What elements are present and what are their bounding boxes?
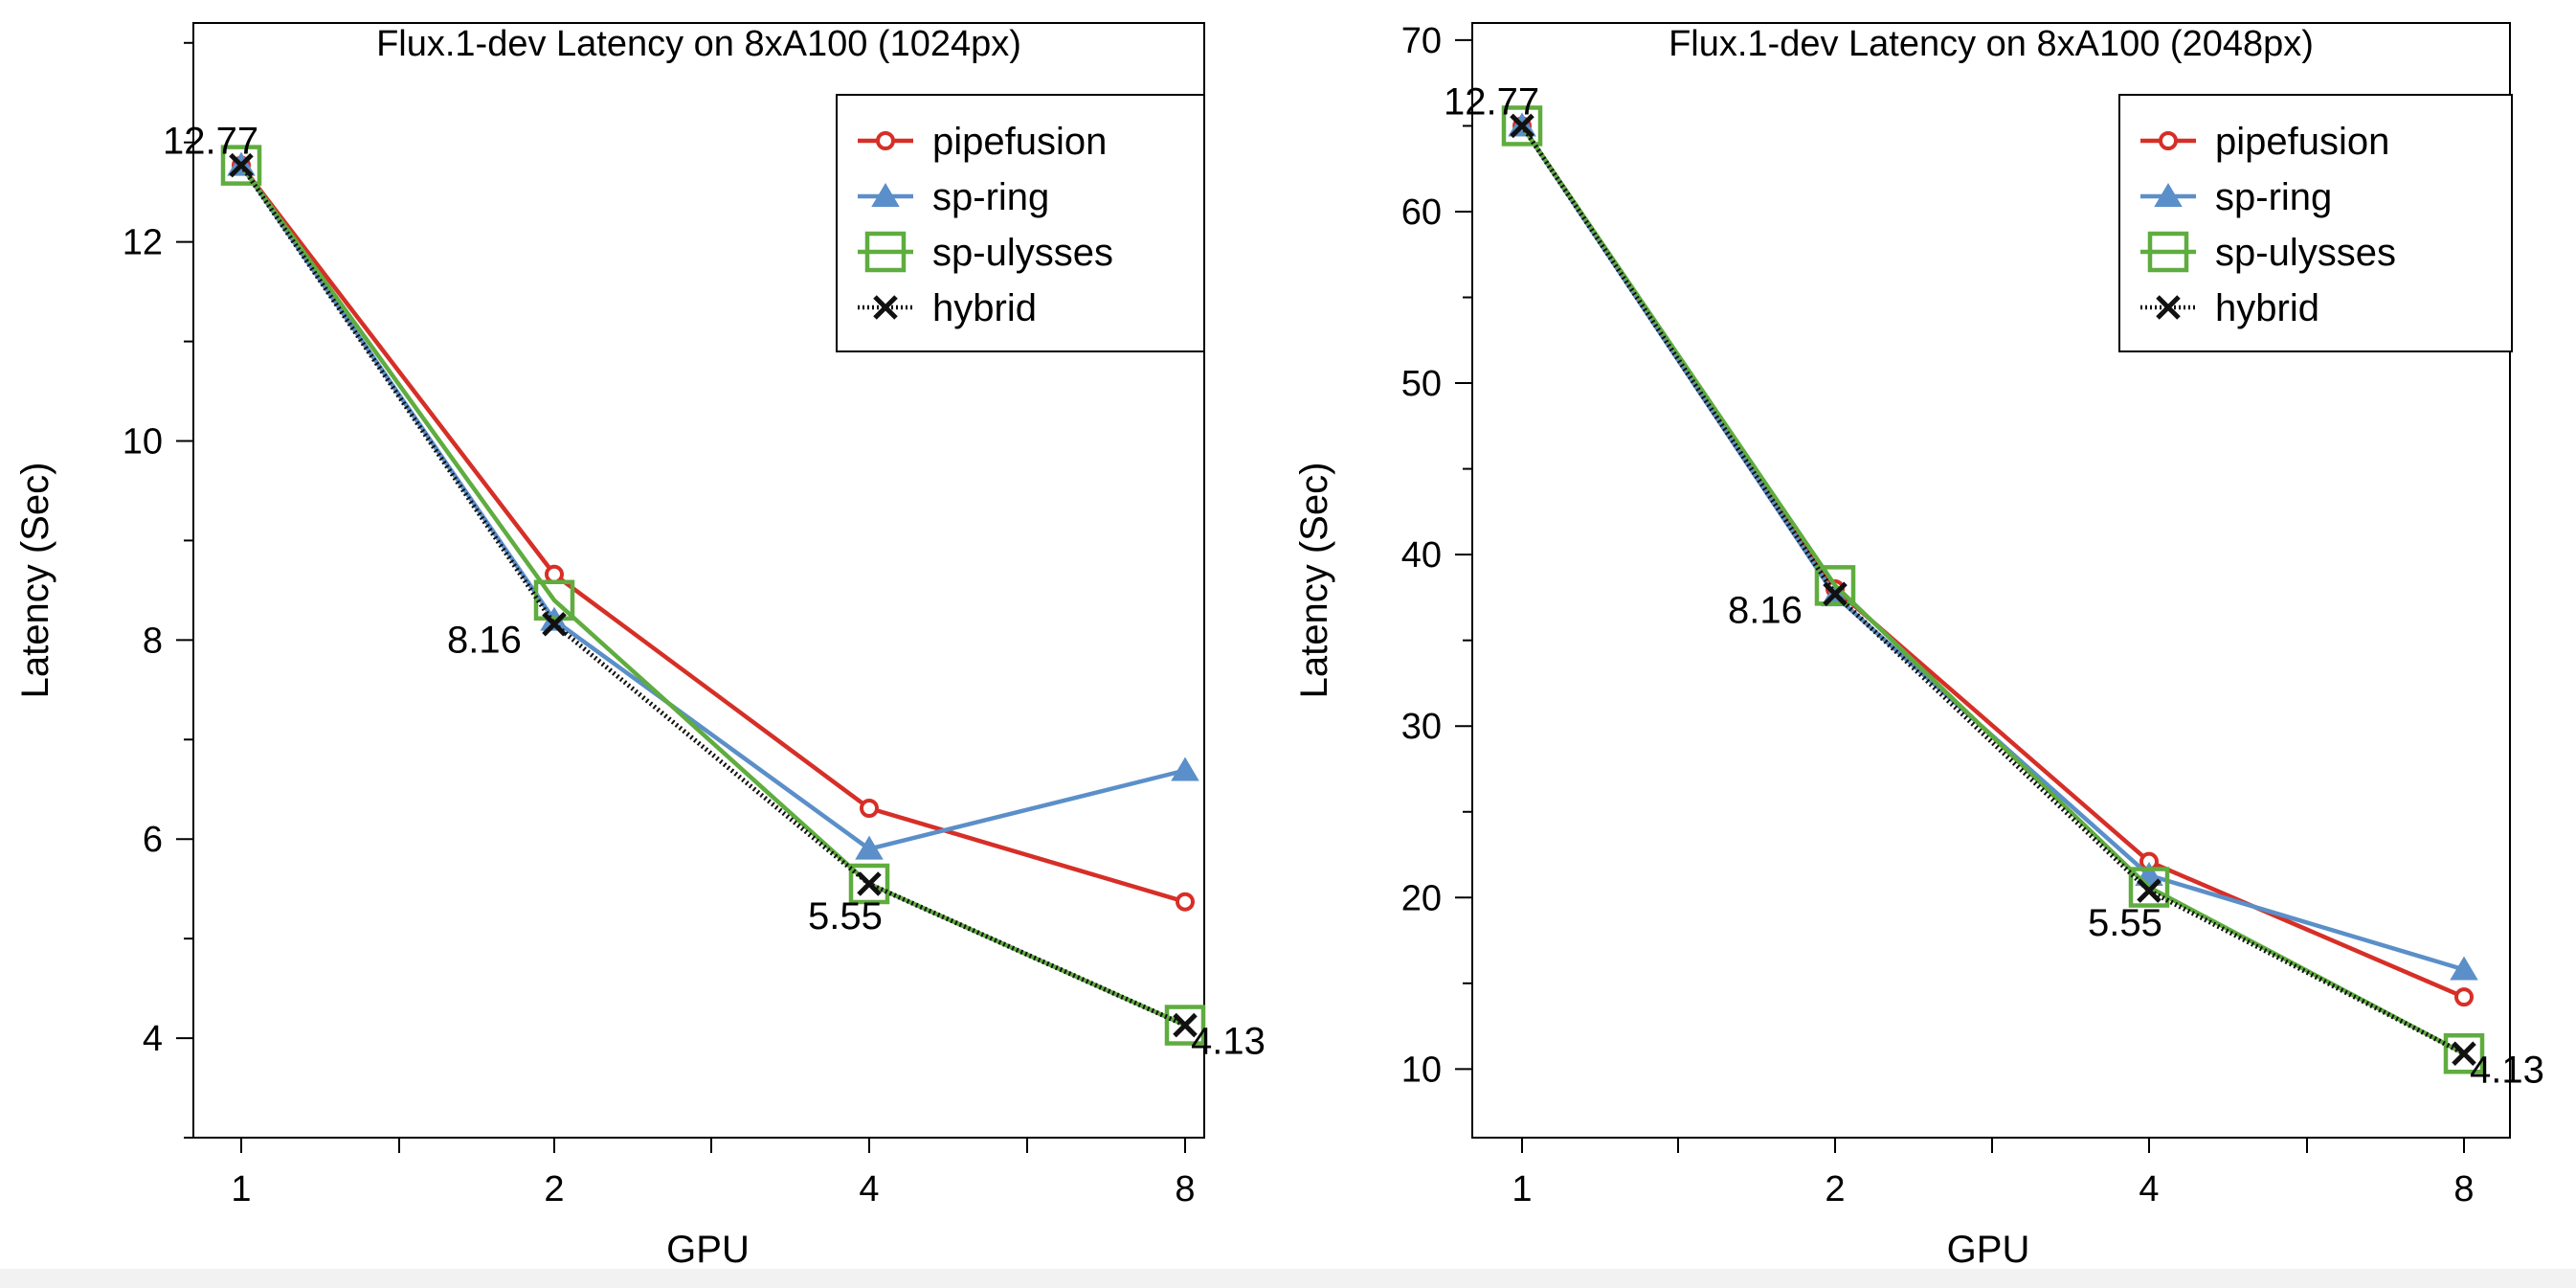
data-point-sp-ulysses xyxy=(1164,1005,1206,1046)
y-tick-label: 60 xyxy=(1401,192,1442,233)
data-point-pipefusion xyxy=(1176,892,1195,912)
data-point-hybrid xyxy=(229,152,254,178)
x-tick-label: 4 xyxy=(2139,1169,2159,1209)
x-tick-label: 8 xyxy=(1175,1169,1195,1209)
data-point-hybrid xyxy=(2452,1041,2476,1067)
data-point-hybrid xyxy=(1510,113,1534,139)
legend-box xyxy=(836,94,1205,352)
legend-marker-pipefusion xyxy=(876,131,895,150)
legend-label: hybrid xyxy=(2215,287,2319,329)
legend-label: sp-ulysses xyxy=(932,232,1113,274)
legend: pipefusion sp-ring sp-ulysses hybrid xyxy=(2118,94,2513,352)
y-tick-label: 6 xyxy=(143,820,163,860)
data-point-pipefusion xyxy=(545,564,564,584)
y-tick-label: 70 xyxy=(1401,21,1442,61)
y-tick-label: 8 xyxy=(143,621,163,661)
x-tick-label: 2 xyxy=(1825,1169,1845,1209)
data-label: 8.16 xyxy=(447,620,522,662)
x-axis-label: GPU xyxy=(1947,1229,2030,1271)
series-line-hybrid xyxy=(238,164,1187,1028)
data-label: 4.13 xyxy=(1191,1021,1266,1063)
legend-label: pipefusion xyxy=(2215,121,2389,163)
data-point-sp-ulysses xyxy=(533,579,575,621)
series-line-pipefusion xyxy=(239,164,1186,904)
data-point-hybrid xyxy=(1823,581,1848,607)
data-point-pipefusion xyxy=(860,798,879,818)
data-label: 12.77 xyxy=(163,121,258,163)
x-tick-label: 8 xyxy=(2453,1169,2474,1209)
data-point-pipefusion xyxy=(2454,987,2474,1007)
chart-2: Flux.1-dev Latency on 8xA100 (2048px) 1 2 4… xyxy=(1293,21,2544,1271)
y-tick-label: 50 xyxy=(1401,364,1442,404)
series-hybrid xyxy=(1510,113,2476,1067)
data-label: 4.13 xyxy=(2470,1049,2544,1091)
data-point-hybrid xyxy=(542,611,567,637)
data-label: 5.55 xyxy=(808,895,883,938)
legend-label: hybrid xyxy=(932,287,1037,329)
data-point-hybrid xyxy=(2137,878,2162,903)
data-label: 5.55 xyxy=(2088,902,2162,944)
legend-marker-pipefusion xyxy=(2159,131,2178,150)
legend-marker-sp-ulysses xyxy=(864,231,907,273)
plot-frame xyxy=(192,22,1205,1139)
y-axis-label: Latency (Sec) xyxy=(1293,463,1335,699)
legend: pipefusion sp-ring sp-ulysses hybrid xyxy=(836,94,1205,352)
chart-1: Flux.1-dev Latency on 8xA100 (1024px)1 2 4… xyxy=(14,22,1266,1271)
data-point-sp-ulysses xyxy=(2128,867,2170,908)
data-point-sp-ulysses xyxy=(848,863,890,905)
bottom-strip xyxy=(0,1269,2576,1288)
data-point-sp-ulysses xyxy=(2443,1033,2485,1074)
y-tick-label: 20 xyxy=(1401,878,1442,918)
y-tick-label: 10 xyxy=(1401,1050,1442,1090)
y-tick-label: 30 xyxy=(1401,707,1442,747)
series-line-sp-ulysses xyxy=(239,164,1186,1028)
data-point-sp-ring xyxy=(2450,956,2478,981)
x-tick-label: 2 xyxy=(544,1169,564,1209)
chart-title: Flux.1-dev Latency on 8xA100 (2048px) xyxy=(1669,24,2314,64)
chart-title: Flux.1-dev Latency on 8xA100 (1024px) xyxy=(376,24,1021,64)
x-tick-label: 1 xyxy=(1512,1169,1532,1209)
data-point-sp-ulysses xyxy=(1814,565,1856,606)
legend-marker-sp-ulysses xyxy=(2147,231,2189,273)
legend-label: sp-ulysses xyxy=(2215,232,2396,274)
legend-label: sp-ring xyxy=(2215,176,2332,218)
x-tick-label: 4 xyxy=(859,1169,879,1209)
data-point-sp-ring xyxy=(855,835,884,860)
x-tick-label: 1 xyxy=(231,1169,251,1209)
data-point-sp-ulysses xyxy=(1501,105,1543,147)
legend-marker-sp-ring xyxy=(2154,183,2183,207)
data-point-sp-ring xyxy=(1171,757,1199,781)
series-line-sp-ring xyxy=(239,164,1186,851)
y-tick-label: 40 xyxy=(1401,535,1442,576)
series-hybrid xyxy=(229,152,1198,1038)
data-point-hybrid xyxy=(857,871,882,896)
y-axis-label: Latency (Sec) xyxy=(14,463,56,699)
data-label: 12.77 xyxy=(1444,80,1539,123)
y-tick-label: 4 xyxy=(143,1019,163,1059)
legend-label: sp-ring xyxy=(932,176,1049,218)
data-label: 8.16 xyxy=(1728,589,1803,631)
data-point-sp-ulysses xyxy=(220,145,262,186)
x-axis-label: GPU xyxy=(666,1229,750,1271)
y-tick-label: 10 xyxy=(123,422,163,463)
legend-marker-hybrid xyxy=(2156,295,2181,320)
legend-label: pipefusion xyxy=(932,121,1107,163)
legend-marker-sp-ring xyxy=(871,183,900,207)
data-point-hybrid xyxy=(1173,1012,1198,1038)
y-tick-label: 12 xyxy=(123,223,163,263)
series-sp-ulysses xyxy=(220,145,1206,1046)
legend-marker-hybrid xyxy=(873,295,898,320)
